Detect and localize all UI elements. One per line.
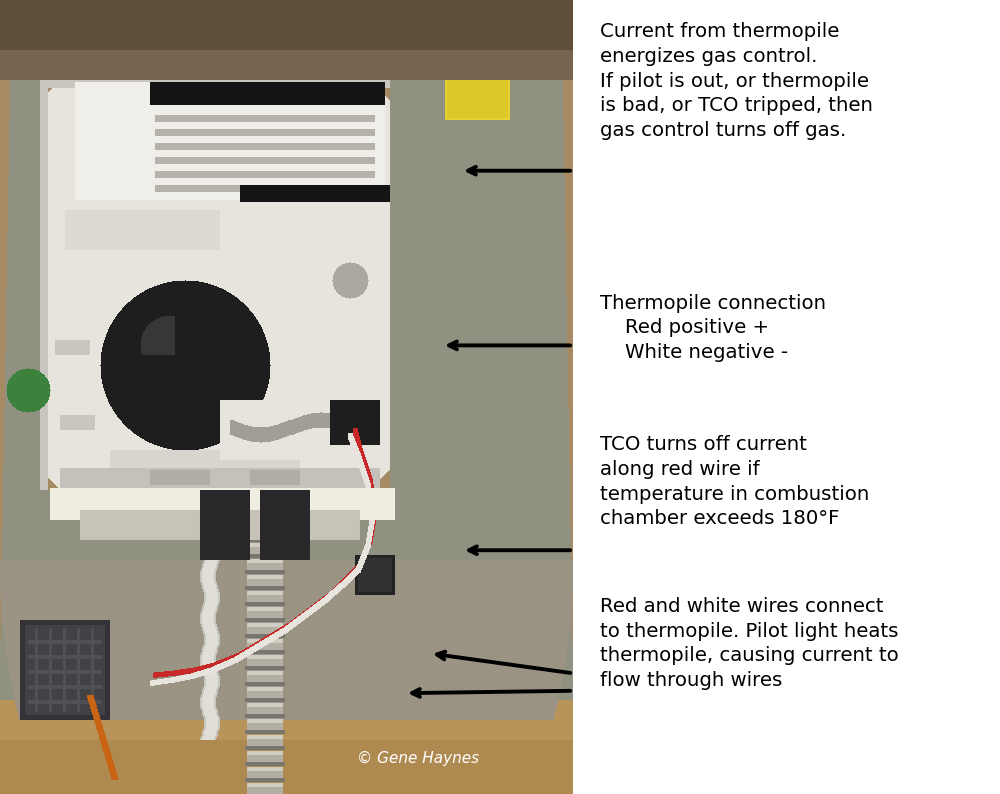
Text: Current from thermopile
energizes gas control.
If pilot is out, or thermopile
is: Current from thermopile energizes gas co…: [600, 22, 873, 140]
Text: © Gene Haynes: © Gene Haynes: [357, 751, 479, 766]
Text: Thermopile connection
    Red positive +
    White negative -: Thermopile connection Red positive + Whi…: [600, 294, 826, 362]
Text: Red and white wires connect
to thermopile. Pilot light heats
thermopile, causing: Red and white wires connect to thermopil…: [600, 597, 899, 690]
Text: TCO turns off current
along red wire if
temperature in combustion
chamber exceed: TCO turns off current along red wire if …: [600, 435, 869, 528]
